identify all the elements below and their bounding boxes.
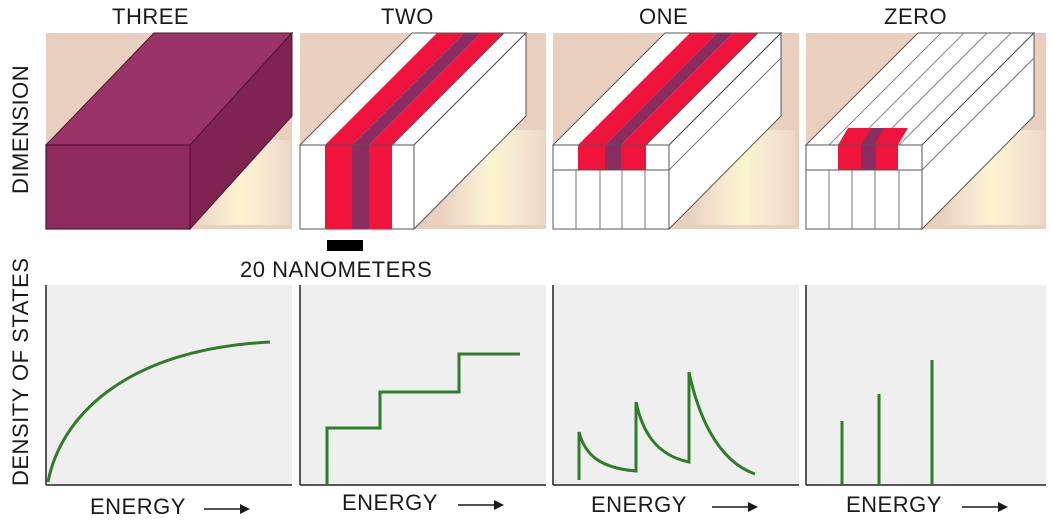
dos-curve-2d [325, 352, 520, 484]
scale-bar [327, 240, 363, 251]
scale-bar-label: 20 NANOMETERS [240, 257, 433, 282]
column-title-zero: ZERO [884, 4, 948, 29]
energy-arrows [204, 500, 1008, 514]
plot-three [45, 285, 292, 486]
column-title-one: ONE [639, 4, 689, 29]
panel-zero-dimension [804, 31, 1046, 231]
row-label-dimension: DIMENSION [8, 64, 33, 194]
dos-curve-1d [577, 371, 756, 480]
panel-one-dimension [551, 31, 799, 231]
column-title-two: TWO [381, 4, 434, 29]
energy-label-three: ENERGY [90, 494, 186, 519]
energy-label-one: ENERGY [591, 492, 687, 517]
energy-label-zero: ENERGY [846, 492, 942, 517]
panel-two-dimension [298, 31, 546, 231]
plot-two [299, 285, 546, 486]
plot-zero [805, 285, 1046, 486]
energy-label-two: ENERGY [342, 490, 438, 515]
panel-three-dimension [44, 31, 294, 231]
dos-curve-3d [46, 340, 271, 483]
column-title-three: THREE [112, 4, 190, 29]
row-label-density-of-states: DENSITY OF STATES [8, 257, 33, 486]
plot-one [552, 285, 799, 486]
